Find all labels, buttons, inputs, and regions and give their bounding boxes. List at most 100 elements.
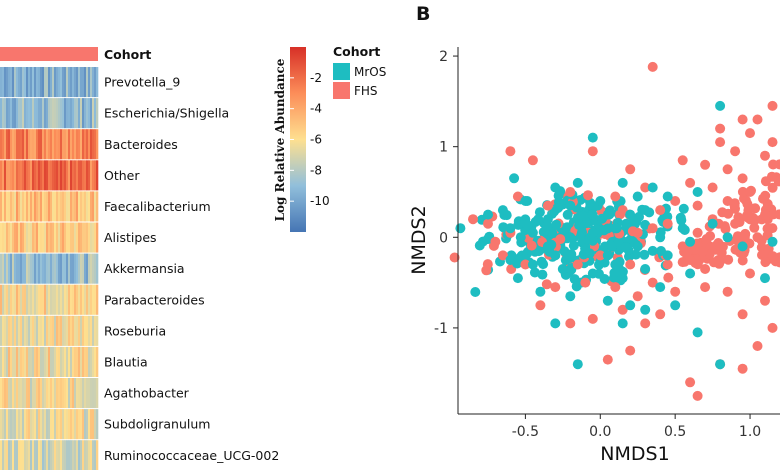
heatmap-cell	[64, 378, 67, 409]
scatter-point	[750, 214, 761, 225]
heatmap-cell	[18, 440, 21, 470]
scatter-point	[572, 214, 583, 225]
heatmap-cell	[28, 160, 31, 191]
heatmap-cell	[66, 315, 69, 346]
heatmap-cell	[2, 253, 5, 284]
heatmap-cell	[66, 409, 69, 440]
scatter-point	[587, 146, 598, 157]
heatmap-cell	[66, 191, 69, 222]
heatmap-cell	[44, 98, 47, 129]
heatmap-cell	[72, 67, 75, 98]
heatmap-cell	[36, 191, 39, 222]
scatter-point	[580, 277, 591, 288]
scatter-point	[534, 207, 545, 218]
scatter-point	[676, 215, 687, 226]
heatmap-cell	[80, 98, 83, 129]
heatmap-cell	[40, 98, 43, 129]
heatmap-cell	[34, 346, 37, 377]
heatmap-cell	[62, 378, 65, 409]
scatter-point	[542, 241, 553, 252]
heatmap-cell	[78, 222, 81, 253]
scatter-point	[595, 250, 606, 261]
x-axis-ticks: -0.5 0.0 0.5 1.0	[512, 414, 761, 440]
heatmap-cell	[40, 191, 43, 222]
heatmap-cell	[68, 315, 71, 346]
heatmap-cell	[32, 98, 35, 129]
scatter-point	[632, 191, 643, 202]
heatmap-cell	[72, 191, 75, 222]
scatter-point	[555, 234, 566, 245]
heatmap-cell	[82, 409, 85, 440]
heatmap-cell	[22, 315, 25, 346]
heatmap-cell	[64, 191, 67, 222]
heatmap-cell	[38, 222, 41, 253]
scatter-point	[722, 286, 733, 297]
heatmap-cell	[92, 253, 95, 284]
scatter-point	[697, 246, 708, 257]
heatmap-cell	[56, 253, 59, 284]
heatmap-cell	[0, 440, 3, 470]
heatmap-cell	[82, 191, 85, 222]
heatmap-row-label: Akkermansia	[104, 261, 185, 276]
heatmap-cell	[18, 160, 21, 191]
heatmap-row-label: Ruminococcaceae_UCG-002	[104, 448, 279, 463]
heatmap-row-label: Parabacteroides	[104, 292, 205, 307]
heatmap-cell	[88, 191, 91, 222]
scatter-point	[745, 187, 755, 197]
heatmap-cell	[20, 98, 23, 129]
scatter-point	[662, 218, 673, 229]
scatter-point	[587, 268, 598, 279]
heatmap-cell	[30, 67, 33, 98]
heatmap-cell	[52, 378, 55, 409]
heatmap-cell	[62, 160, 65, 191]
heatmap-cell	[6, 284, 9, 315]
heatmap-cell	[36, 222, 39, 253]
scatter-point	[562, 222, 573, 233]
heatmap-cell	[84, 440, 87, 470]
scatter-point	[767, 322, 778, 333]
scatter-point	[541, 279, 552, 290]
heatmap-cell	[42, 409, 45, 440]
heatmap-row-labels: Prevotella_9 Escherichia/Shigella Bacteroi…	[104, 75, 279, 463]
heatmap-cell	[12, 191, 15, 222]
scatter-point	[474, 240, 485, 251]
legend-swatch-mros	[333, 63, 350, 80]
heatmap-cell	[60, 191, 63, 222]
scatter-point	[505, 255, 516, 265]
heatmap-cell	[68, 160, 71, 191]
scatter-point	[663, 272, 674, 283]
heatmap-cell	[30, 378, 33, 409]
heatmap-cell	[20, 409, 23, 440]
heatmap-cell	[16, 378, 19, 409]
heatmap-cell	[72, 409, 75, 440]
heatmap-cell	[2, 315, 5, 346]
heatmap-cell	[38, 440, 41, 470]
heatmap-row-label: Prevotella_9	[104, 75, 180, 90]
heatmap-cell	[10, 440, 13, 470]
heatmap-cell	[48, 222, 51, 253]
heatmap-cell	[46, 191, 49, 222]
scatter-point	[768, 209, 779, 220]
heatmap-cell	[32, 440, 35, 470]
heatmap-cell	[68, 346, 71, 377]
heatmap-row	[0, 315, 99, 346]
heatmap-cell	[88, 315, 91, 346]
heatmap-cell	[62, 98, 65, 129]
heatmap-cell	[54, 191, 57, 222]
heatmap-cell	[16, 98, 19, 129]
heatmap-cell	[8, 409, 11, 440]
scatter-point	[767, 100, 778, 111]
heatmap-cell	[2, 98, 5, 129]
heatmap-cell	[58, 98, 61, 129]
colorbar-tick-label: -4	[310, 102, 322, 116]
scatter-point	[632, 227, 643, 238]
heatmap-cell	[60, 315, 63, 346]
scatter-point	[512, 273, 523, 284]
heatmap-cell	[84, 191, 87, 222]
heatmap-cell	[60, 222, 63, 253]
heatmap-cell	[90, 67, 93, 98]
scatter-point	[760, 209, 770, 220]
heatmap-cell	[44, 67, 47, 98]
scatter-point	[572, 359, 583, 370]
heatmap-cell	[22, 191, 25, 222]
